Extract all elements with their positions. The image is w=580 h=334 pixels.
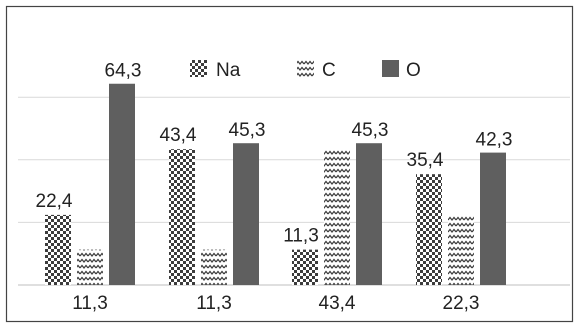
data-label-o-2: 45,3: [229, 120, 266, 141]
legend-swatch-c: [297, 60, 314, 77]
legend-label-o: O: [406, 60, 421, 81]
data-label-c-4: 22,3: [443, 293, 480, 314]
bar-o-3: [356, 143, 382, 285]
bar-c-2: [201, 249, 227, 285]
data-label-c-1: 11,3: [72, 293, 108, 314]
data-label-o-4: 42,3: [476, 130, 513, 151]
bar-o-4: [480, 152, 506, 285]
bar-na-1: [45, 214, 71, 285]
bar-c-1: [77, 249, 103, 285]
data-label-o-1: 64,3: [105, 61, 142, 82]
legend-label-na: Na: [216, 60, 241, 81]
legend-label-c: C: [322, 60, 336, 81]
bar-na-4: [416, 174, 442, 285]
bar-o-2: [233, 143, 259, 285]
bar-na-2: [169, 149, 195, 285]
data-label-c-3: 43,4: [319, 293, 356, 314]
data-label-o-3: 45,3: [352, 120, 389, 141]
legend-swatch-na: [190, 60, 207, 77]
legend-swatch-o: [382, 60, 399, 77]
data-label-na-1: 22,4: [36, 191, 73, 212]
bar-c-3: [324, 149, 350, 285]
data-label-c-2: 11,3: [196, 293, 232, 314]
bar-o-1: [109, 83, 135, 285]
bar-na-3: [292, 249, 318, 285]
data-label-na-2: 43,4: [160, 125, 197, 146]
data-label-na-3: 11,3: [283, 226, 319, 247]
bar-c-4: [448, 215, 474, 285]
data-label-na-4: 35,4: [407, 150, 444, 171]
